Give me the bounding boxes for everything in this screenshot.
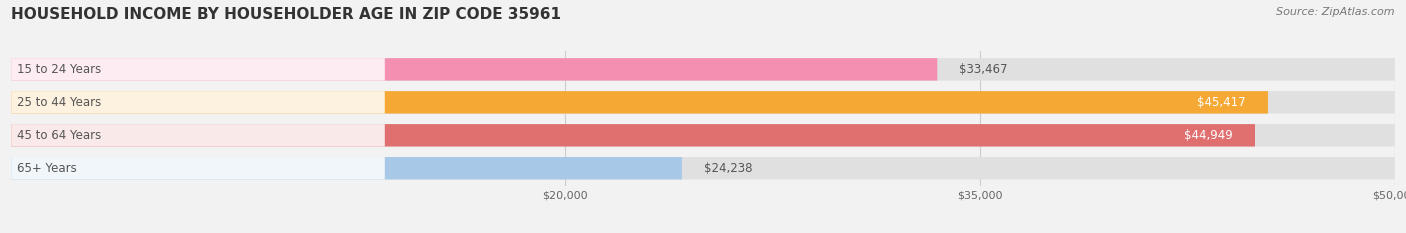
Text: 25 to 44 Years: 25 to 44 Years (17, 96, 101, 109)
Text: 65+ Years: 65+ Years (17, 162, 76, 175)
FancyBboxPatch shape (11, 157, 1395, 179)
FancyBboxPatch shape (11, 91, 1395, 113)
FancyBboxPatch shape (11, 58, 938, 81)
FancyBboxPatch shape (11, 58, 385, 81)
Text: 45 to 64 Years: 45 to 64 Years (17, 129, 101, 142)
Text: HOUSEHOLD INCOME BY HOUSEHOLDER AGE IN ZIP CODE 35961: HOUSEHOLD INCOME BY HOUSEHOLDER AGE IN Z… (11, 7, 561, 22)
FancyBboxPatch shape (11, 157, 682, 179)
FancyBboxPatch shape (11, 58, 1395, 81)
Text: Source: ZipAtlas.com: Source: ZipAtlas.com (1277, 7, 1395, 17)
FancyBboxPatch shape (11, 124, 1256, 147)
FancyBboxPatch shape (11, 91, 1268, 113)
Text: 15 to 24 Years: 15 to 24 Years (17, 63, 101, 76)
FancyBboxPatch shape (11, 124, 1395, 147)
Text: $44,949: $44,949 (1184, 129, 1233, 142)
FancyBboxPatch shape (11, 124, 385, 147)
Text: $33,467: $33,467 (959, 63, 1008, 76)
FancyBboxPatch shape (11, 157, 385, 179)
Text: $24,238: $24,238 (704, 162, 752, 175)
Text: $45,417: $45,417 (1197, 96, 1246, 109)
FancyBboxPatch shape (11, 91, 385, 113)
